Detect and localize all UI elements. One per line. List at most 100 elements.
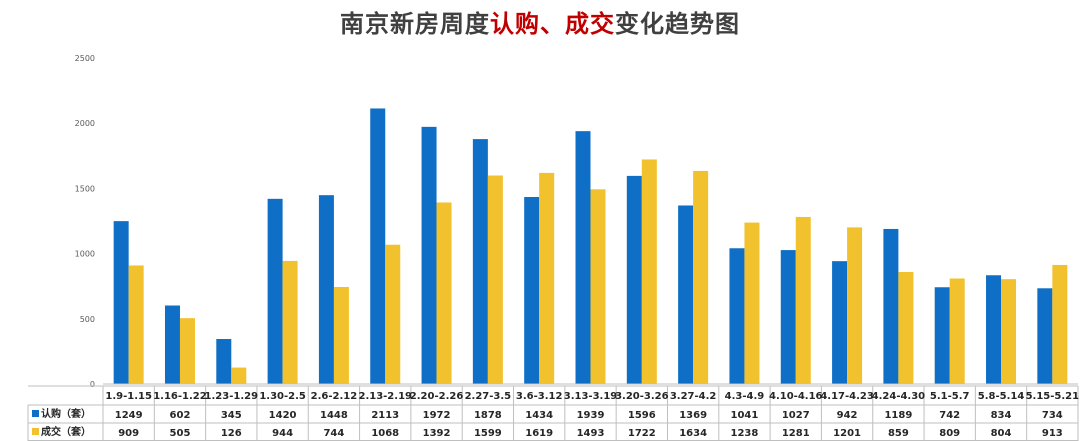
bar-subscription [883,228,899,384]
data-label-subscription: 1972 [423,410,451,421]
bar-transaction [539,172,555,384]
data-label-subscription: 602 [170,410,191,421]
data-label-transaction: 1619 [525,428,553,439]
x-category-label: 2.20-2.26 [410,391,464,402]
data-label-transaction: 1599 [474,428,502,439]
bar-subscription [216,339,232,384]
data-label-subscription: 834 [991,410,1012,421]
bar-subscription [421,126,437,384]
data-label-transaction: 809 [939,428,960,439]
legend-key-transaction [32,428,39,435]
data-label-transaction: 744 [323,428,344,439]
data-label-transaction: 1238 [731,428,759,439]
data-label-transaction: 944 [272,428,293,439]
data-label-transaction: 126 [221,428,242,439]
data-label-transaction: 1201 [833,428,861,439]
data-label-subscription: 1939 [577,410,605,421]
bar-transaction [847,227,863,384]
x-category-label: 2.6-2.12 [311,391,358,402]
legend-key-subscription [32,410,39,417]
data-label-subscription: 1249 [115,410,143,421]
y-tick-label: 1000 [75,250,95,259]
data-label-subscription: 345 [221,410,242,421]
data-label-transaction: 1392 [423,428,451,439]
x-category-label: 1.16-1.22 [153,391,207,402]
bar-transaction [282,260,298,384]
data-label-subscription: 1027 [782,410,810,421]
bar-transaction [590,189,606,384]
bar-subscription [729,248,745,384]
data-label-transaction: 913 [1042,428,1063,439]
bar-transaction [436,202,452,384]
x-category-label: 2.27-3.5 [465,391,512,402]
data-label-subscription: 2113 [371,410,399,421]
bar-transaction [744,222,760,384]
y-tick-label: 1500 [75,184,95,193]
x-category-label: 1.23-1.29 [205,391,259,402]
bar-transaction [1052,264,1068,384]
data-label-transaction: 804 [991,428,1012,439]
data-label-subscription: 1189 [884,410,912,421]
x-category-label: 3.20-3.26 [615,391,669,402]
bar-transaction [487,175,503,384]
bar-transaction [333,286,349,384]
y-tick-label: 500 [80,315,95,324]
x-category-label: 5.8-5.14 [978,391,1025,402]
bar-transaction [179,318,195,384]
title-part-3: 变化趋势图 [615,10,740,38]
bar-subscription [678,205,694,384]
legend-label-transaction: 成交（套） [41,425,91,438]
y-tick-label: 2000 [75,119,95,128]
x-category-label: 5.1-5.7 [930,391,970,402]
title-part-2: 认购、成交 [490,10,615,38]
data-label-subscription: 1596 [628,410,656,421]
bar-subscription [1037,288,1053,384]
data-label-subscription: 1041 [731,410,759,421]
x-category-label: 4.17-4.23 [820,391,874,402]
data-label-subscription: 734 [1042,410,1063,421]
bar-transaction [128,265,144,384]
bar-transaction [898,271,914,384]
data-label-transaction: 909 [118,428,139,439]
data-label-transaction: 1493 [577,428,605,439]
y-tick-label: 2500 [75,54,95,63]
data-label-subscription: 1878 [474,410,502,421]
x-category-label: 5.15-5.21 [1026,391,1080,402]
bar-subscription [575,131,591,384]
data-label-transaction: 1722 [628,428,656,439]
y-tick-label: 0 [90,380,95,389]
data-label-subscription: 1420 [269,410,297,421]
data-label-transaction: 1281 [782,428,810,439]
x-category-label: 4.10-4.16 [769,391,823,402]
data-label-subscription: 742 [939,410,960,421]
bar-subscription [113,221,129,384]
bar-subscription [626,175,642,384]
title-part-1: 南京新房周度 [340,10,490,38]
data-label-subscription: 1448 [320,410,348,421]
x-category-label: 1.30-2.5 [259,391,306,402]
x-category-label: 4.3-4.9 [725,391,765,402]
legend-label-subscription: 认购（套） [41,407,91,420]
data-label-transaction: 505 [170,428,191,439]
bar-transaction [1001,279,1017,384]
data-label-transaction: 1634 [679,428,707,439]
x-category-label: 4.24-4.30 [872,391,926,402]
x-category-label: 2.13-2.19 [358,391,412,402]
x-category-label: 3.27-4.2 [670,391,717,402]
data-label-subscription: 942 [837,410,858,421]
bar-subscription [318,195,334,384]
bar-transaction [641,159,657,384]
bar-transaction [693,170,709,384]
bar-subscription [472,139,488,384]
bar-transaction [949,278,965,384]
bar-subscription [934,287,950,384]
bar-subscription [832,261,848,384]
x-category-label: 1.9-1.15 [105,391,152,402]
bar-subscription [524,197,540,384]
bar-subscription [267,198,283,384]
bar-transaction [231,367,247,384]
chart-title: 南京新房周度认购、成交变化趋势图 [0,4,1080,39]
bar-transaction [385,244,401,384]
data-label-transaction: 1068 [371,428,399,439]
data-label-transaction: 859 [888,428,909,439]
